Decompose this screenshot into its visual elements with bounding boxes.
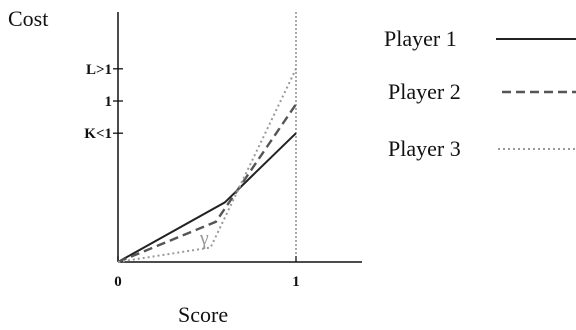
y-axis-label: Cost [8, 6, 48, 31]
series-line-player-2 [117, 103, 297, 264]
series-line-player-1 [117, 132, 297, 263]
y-tick-label: L>1 [86, 62, 112, 78]
x-tick-label: 0 [114, 274, 122, 290]
legend-label-player-3: Player 3 [388, 136, 461, 161]
series-line-player-3 [117, 68, 297, 263]
y-tick-label: 1 [105, 94, 113, 110]
x-tick-label: 1 [292, 274, 300, 290]
y-tick-label: K<1 [84, 126, 112, 142]
legend-label-player-2: Player 2 [388, 79, 461, 104]
gamma-annotation: γ [199, 227, 209, 249]
x-axis-label: Score [178, 302, 228, 327]
legend-label-player-1: Player 1 [384, 26, 457, 51]
